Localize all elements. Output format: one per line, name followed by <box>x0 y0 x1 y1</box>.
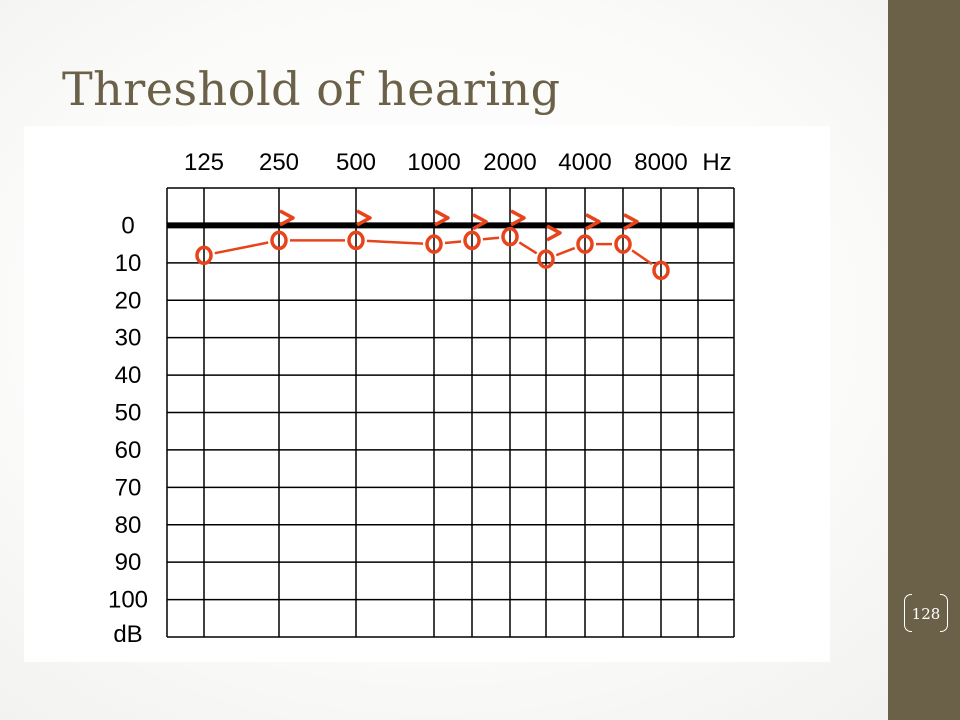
y-tick-label: 60 <box>115 437 142 464</box>
x-unit-label: Hz <box>702 149 731 176</box>
series-connector-line <box>444 240 462 245</box>
chevron-data-point <box>434 209 450 227</box>
y-tick-label: 20 <box>115 287 142 314</box>
x-tick-label: 1000 <box>407 149 460 176</box>
circle-data-point <box>425 234 443 254</box>
circle-data-point <box>463 230 481 251</box>
series-connector-line <box>631 249 653 266</box>
series-connector-line <box>214 241 269 255</box>
series-connector-line <box>555 246 576 257</box>
y-tick-label: 30 <box>115 325 142 352</box>
y-tick-label: 80 <box>115 512 142 539</box>
x-tick-label: 250 <box>259 149 299 176</box>
bracket-left <box>904 594 912 632</box>
page-number: 128 <box>911 605 941 623</box>
x-tick-label: 2000 <box>483 149 536 176</box>
circle-data-point <box>537 249 555 269</box>
y-tick-label: 10 <box>115 250 142 277</box>
y-tick-label: 70 <box>115 474 142 501</box>
y-tick-label: 100 <box>108 587 148 614</box>
chevron-data-point <box>356 209 372 227</box>
series-connector-line <box>482 236 500 241</box>
y-tick-label: 90 <box>115 549 142 576</box>
circle-data-point <box>270 230 288 251</box>
audiogram-svg: 125 250 500 1000 2000 4000 8000 Hz 0 10 20 30 40 50 60… <box>108 149 735 648</box>
sidebar-bar <box>888 0 960 720</box>
series-connector-line <box>518 241 538 255</box>
circle-data-point <box>576 234 594 254</box>
chevron-data-point <box>472 213 488 231</box>
y-tick-label: 0 <box>121 212 134 239</box>
circle-data-point <box>195 245 213 266</box>
chevron-data-point <box>585 213 601 231</box>
y-tick-label: 50 <box>115 400 142 427</box>
chevron-data-point <box>546 224 562 242</box>
x-tick-label: 4000 <box>558 149 611 176</box>
y-tick-label: 40 <box>115 362 142 389</box>
chevron-data-point <box>279 209 295 227</box>
circle-data-point <box>652 260 670 281</box>
x-tick-label: 500 <box>336 149 376 176</box>
circle-data-point <box>501 226 519 247</box>
series-connector-line <box>366 239 424 245</box>
chevron-data-point <box>623 213 639 231</box>
chevron-data-point <box>510 209 526 227</box>
circle-data-point <box>614 234 632 254</box>
slide-title: Threshold of hearing <box>62 62 561 116</box>
x-tick-label: 125 <box>184 149 224 176</box>
x-tick-label: 8000 <box>634 149 687 176</box>
page-number-badge: 128 <box>904 594 948 634</box>
y-unit-label: dB <box>113 621 142 648</box>
bracket-right <box>940 594 948 632</box>
audiogram-chart: 125 250 500 1000 2000 4000 8000 Hz 0 10 20 30 40 50 60… <box>24 126 830 662</box>
circle-data-point <box>347 230 365 251</box>
